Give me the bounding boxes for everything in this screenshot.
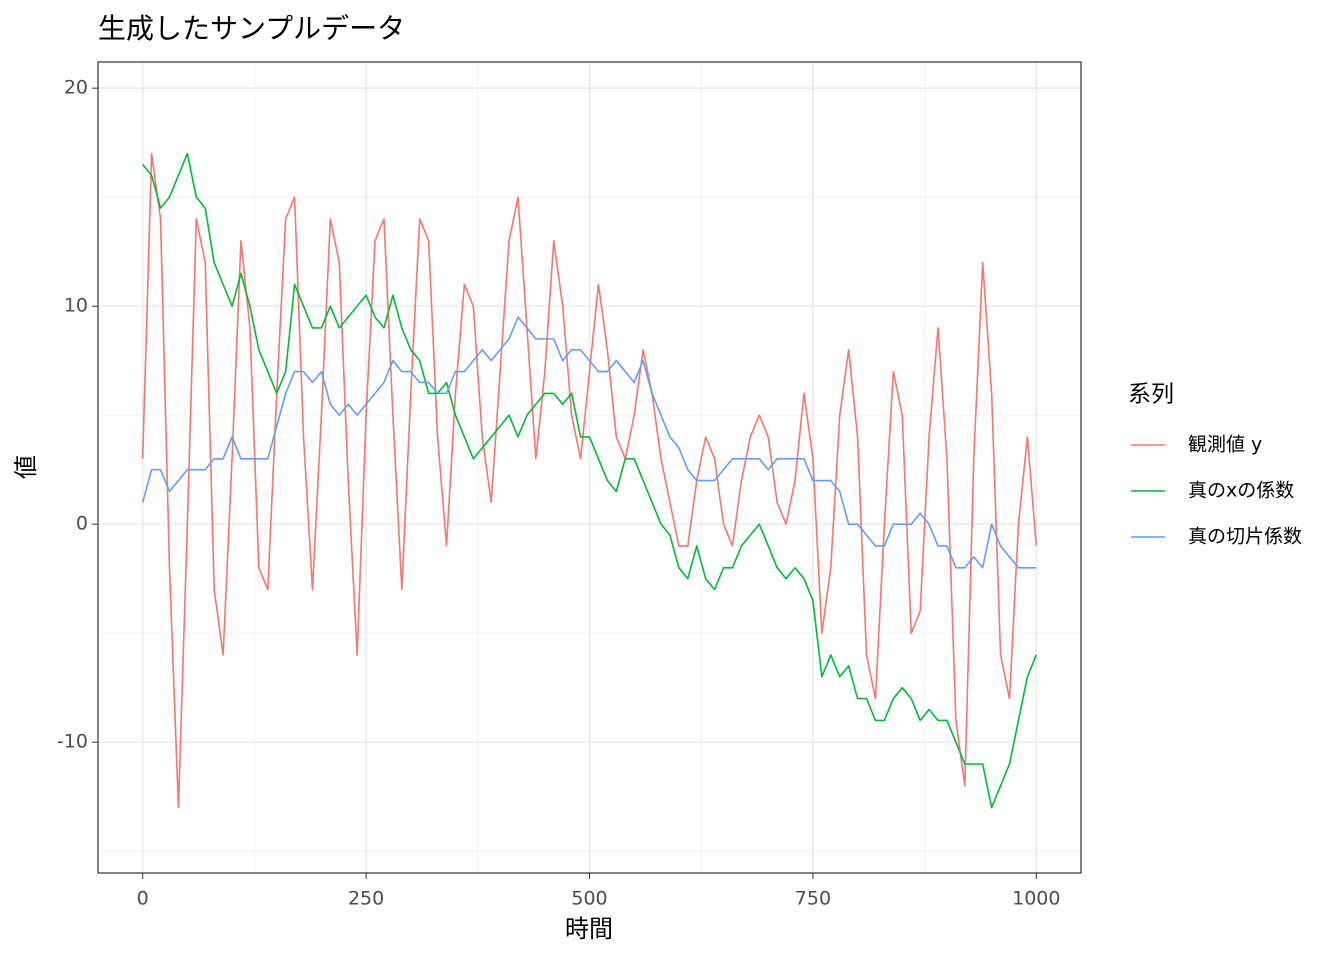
y-axis-title: 値 [12,455,40,479]
x-tick-label: 250 [348,888,384,910]
legend-label: 真の切片係数 [1188,526,1302,548]
y-tick-label: 0 [76,513,88,535]
y-tick-label: 20 [64,77,88,99]
y-tick-label: -10 [57,731,88,753]
x-tick-label: 500 [571,888,607,910]
x-axis-title: 時間 [565,915,613,943]
legend-label: 観測値 y [1188,434,1262,456]
x-tick-label: 750 [795,888,831,910]
x-tick-label: 0 [137,888,149,910]
series-line [142,152,1038,809]
y-tick-label: 10 [64,295,88,317]
series-line [141,316,1037,569]
legend-label: 真のxの係数 [1188,480,1294,502]
legend-title: 系列 [1128,382,1174,408]
series-line [141,152,1038,809]
panel-border [97,61,1082,874]
chart-title: 生成したサンプルデータ [98,12,405,45]
x-tick-label: 1000 [1012,888,1060,910]
